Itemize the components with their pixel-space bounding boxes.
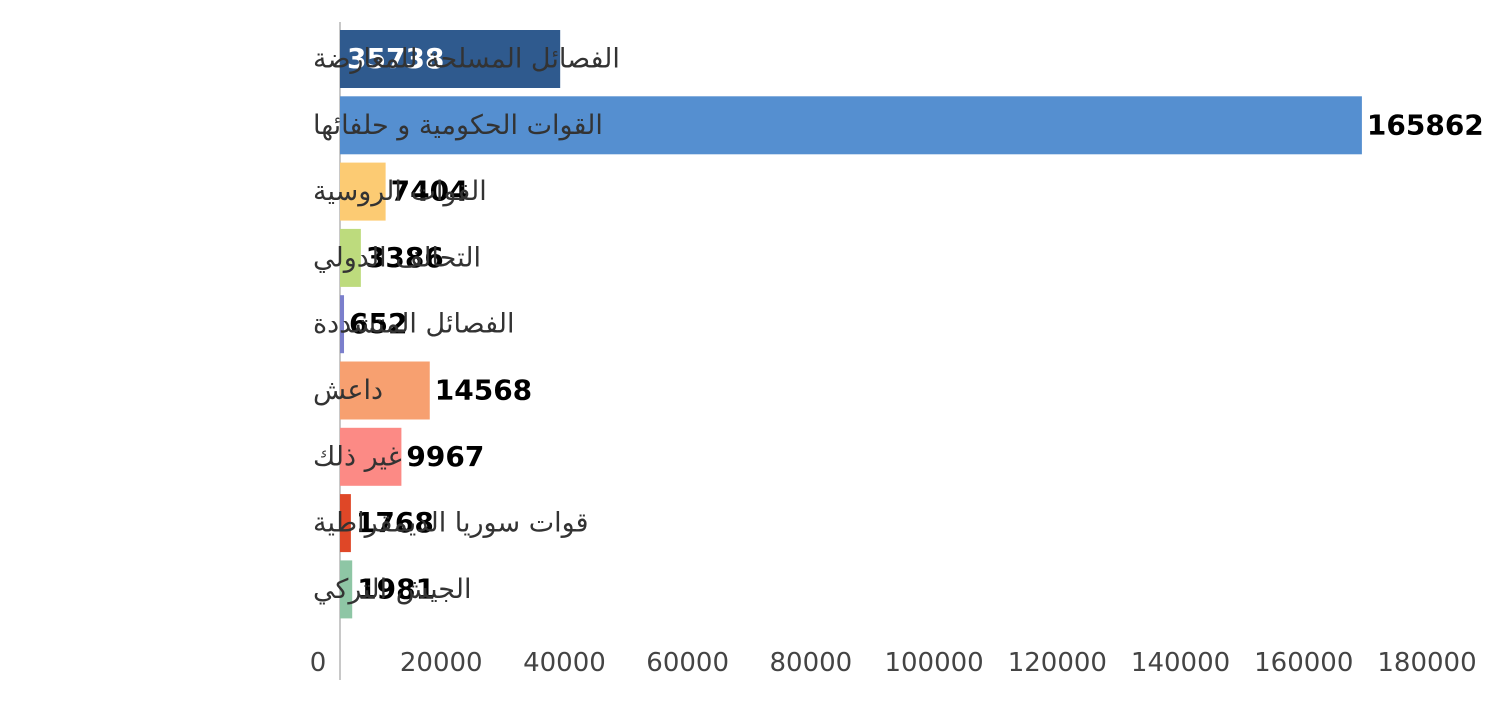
value-labels-group: 35738 165862 7404 3386 652 14568 9967 1768 1981	[347, 42, 1484, 605]
category-label: غير ذلك	[313, 441, 402, 472]
x-tick-label: 60000	[646, 648, 729, 678]
x-tick-label: 140000	[1131, 648, 1230, 678]
category-labels-group: الفصائل المسلحة للمعارضة القوات الحكومية …	[313, 44, 620, 605]
bar-value-label: 1768	[356, 506, 434, 539]
bar	[340, 295, 345, 354]
x-tick-label: 20000	[400, 648, 483, 678]
category-label: قوات سوريا الديمقراطية	[313, 508, 588, 539]
bar-value-label: 14568	[435, 374, 532, 407]
x-tick-labels-group: 0 20000 40000 60000 80000 100000 120000 140000 1…	[310, 648, 1477, 678]
category-label: الفصائل المسلحة للمعارضة	[313, 44, 620, 75]
category-label: القوات الحكومية و حلفائها	[313, 110, 603, 141]
bar	[340, 560, 353, 619]
bar	[340, 162, 386, 221]
category-label: التحالف الدولي	[313, 242, 481, 273]
bar-value-label: 1981	[357, 572, 435, 605]
x-tick-label: 100000	[884, 648, 983, 678]
x-tick-label: 160000	[1254, 648, 1353, 678]
bar	[340, 30, 561, 88]
bar	[340, 228, 361, 287]
bar-value-label: 165862	[1367, 108, 1484, 141]
category-label: القوات الروسية	[313, 176, 487, 207]
bar	[340, 427, 402, 486]
bar-value-label: 9967	[406, 440, 484, 473]
category-label: الفصائل المتشددة	[313, 309, 515, 340]
category-label: الجيش التركي	[313, 574, 471, 605]
x-tick-label: 0	[310, 648, 327, 678]
bar	[340, 361, 430, 420]
bar	[340, 494, 351, 553]
bar-value-label: 35738	[347, 42, 444, 75]
bar-value-label: 652	[349, 307, 407, 340]
bar-value-label: 3386	[366, 241, 444, 274]
bar	[340, 96, 1362, 155]
bars-group	[340, 30, 1362, 619]
category-label: داعش	[313, 375, 383, 406]
x-tick-label: 180000	[1377, 648, 1476, 678]
x-tick-label: 40000	[523, 648, 606, 678]
bar-value-label: 7404	[391, 175, 469, 208]
x-tick-label: 80000	[770, 648, 853, 678]
x-tick-label: 120000	[1008, 648, 1107, 678]
